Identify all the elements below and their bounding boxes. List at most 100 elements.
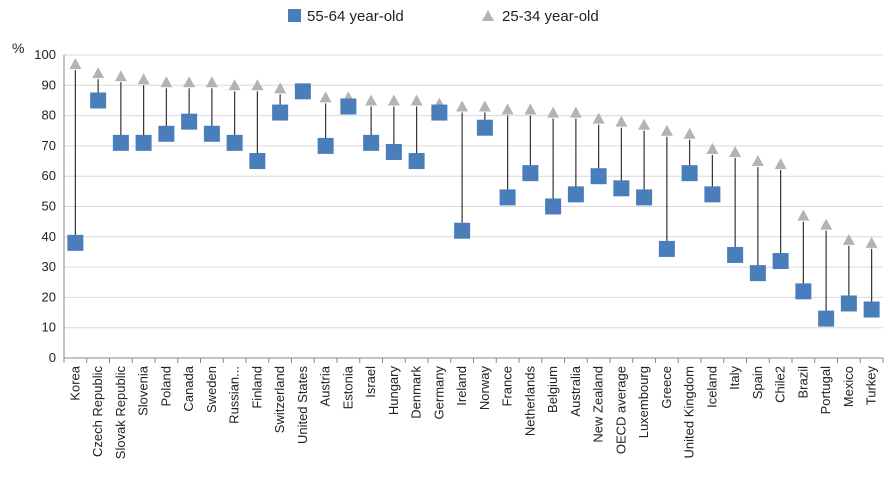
series-55-64-markers: [67, 83, 880, 327]
x-tick-label: Iceland: [704, 366, 719, 408]
x-tick-label: Germany: [431, 366, 446, 420]
point-55-64: [135, 134, 152, 151]
x-tick-label: Australia: [568, 365, 583, 416]
point-25-34: [228, 79, 241, 91]
range-lines: [74, 70, 873, 319]
x-tick-label: Greece: [659, 366, 674, 409]
point-55-64: [476, 119, 493, 136]
point-25-34: [865, 236, 878, 248]
x-tick-label: United States: [295, 366, 310, 445]
point-55-64: [203, 125, 220, 142]
point-25-34: [274, 82, 287, 94]
point-55-64: [499, 189, 516, 206]
x-tick-label: OECD average: [613, 366, 628, 454]
point-25-34: [478, 100, 491, 112]
y-tick-label: 50: [42, 199, 56, 214]
point-55-64: [249, 153, 266, 170]
legend-label-series-2: 25-34 year-old: [502, 8, 599, 25]
point-25-34: [569, 106, 582, 118]
x-tick-label: Ireland: [454, 366, 469, 406]
x-tick-label: Luxembourg: [636, 366, 651, 438]
point-25-34: [638, 118, 651, 130]
point-55-64: [112, 134, 129, 151]
point-25-34: [183, 76, 196, 88]
y-tick-label: 90: [42, 77, 56, 92]
point-55-64: [294, 83, 311, 100]
point-25-34: [137, 73, 150, 85]
x-tick-label: Finland: [249, 366, 264, 409]
point-25-34: [205, 76, 218, 88]
point-55-64: [522, 165, 539, 182]
x-tick-label: Mexico: [841, 366, 856, 407]
x-tick-label: Canada: [181, 365, 196, 411]
x-tick-label: Czech Republic: [90, 366, 105, 458]
point-25-34: [820, 218, 833, 230]
point-55-64: [795, 283, 812, 300]
y-tick-label: 100: [34, 47, 56, 62]
point-25-34: [729, 145, 742, 157]
point-25-34: [160, 76, 173, 88]
point-25-34: [319, 91, 332, 103]
point-55-64: [454, 222, 471, 239]
point-55-64: [158, 125, 175, 142]
y-tick-label: 30: [42, 259, 56, 274]
x-tick-label: Estonia: [340, 365, 355, 409]
point-55-64: [317, 137, 334, 154]
point-25-34: [547, 106, 560, 118]
point-55-64: [226, 134, 243, 151]
point-55-64: [567, 186, 584, 203]
point-55-64: [704, 186, 721, 203]
point-25-34: [660, 124, 673, 136]
x-tick-label: Poland: [158, 366, 173, 406]
point-25-34: [524, 103, 537, 115]
x-tick-label: Netherlands: [522, 366, 537, 437]
point-55-64: [727, 246, 744, 263]
x-tick-label: Slovenia: [136, 365, 151, 416]
point-25-34: [592, 112, 605, 124]
legend-square-icon: [288, 9, 301, 22]
point-25-34: [683, 127, 696, 139]
point-25-34: [751, 155, 764, 167]
legend-triangle-icon: [482, 10, 494, 21]
point-25-34: [797, 209, 810, 221]
x-tick-label: Hungary: [386, 366, 401, 416]
x-tick-label: Denmark: [409, 366, 424, 419]
y-tick-label: 60: [42, 168, 56, 183]
x-tick-label: Brazil: [795, 366, 810, 399]
y-tick-labels: 0 10 20 30 40 50 60 70 80 90 100: [34, 47, 56, 365]
point-25-34: [774, 158, 787, 170]
y-tick-label: 80: [42, 108, 56, 123]
x-tick-labels: Korea Czech Republic Slovak Republic Sloven…: [67, 365, 878, 459]
x-tick-label: Turkey: [864, 366, 879, 406]
point-25-34: [387, 94, 400, 106]
gridlines: [64, 54, 883, 329]
point-25-34: [842, 233, 855, 245]
x-tick-label: New Zealand: [591, 366, 606, 443]
y-tick-label: 20: [42, 289, 56, 304]
x-tick-label: Korea: [67, 365, 82, 400]
point-25-34: [114, 70, 127, 82]
x-tick-label: Sweden: [204, 366, 219, 413]
point-55-64: [545, 198, 562, 215]
x-tick-label: Austria: [318, 365, 333, 406]
point-25-34: [365, 94, 378, 106]
axes: [63, 55, 884, 363]
point-55-64: [340, 98, 357, 115]
x-tick-label: United Kingdom: [682, 366, 697, 459]
point-25-34: [615, 115, 628, 127]
point-55-64: [863, 301, 880, 318]
x-tick-label: Norway: [477, 366, 492, 411]
point-55-64: [681, 165, 698, 182]
point-55-64: [658, 240, 675, 257]
point-55-64: [636, 189, 653, 206]
x-tick-label: Slovak Republic: [113, 366, 128, 460]
x-tick-label: Russian...: [227, 366, 242, 424]
point-25-34: [501, 103, 514, 115]
point-55-64: [385, 143, 402, 160]
x-tick-label: Portugal: [818, 366, 833, 415]
point-55-64: [590, 168, 607, 185]
point-55-64: [181, 113, 198, 130]
point-55-64: [749, 265, 766, 282]
point-55-64: [840, 295, 857, 312]
